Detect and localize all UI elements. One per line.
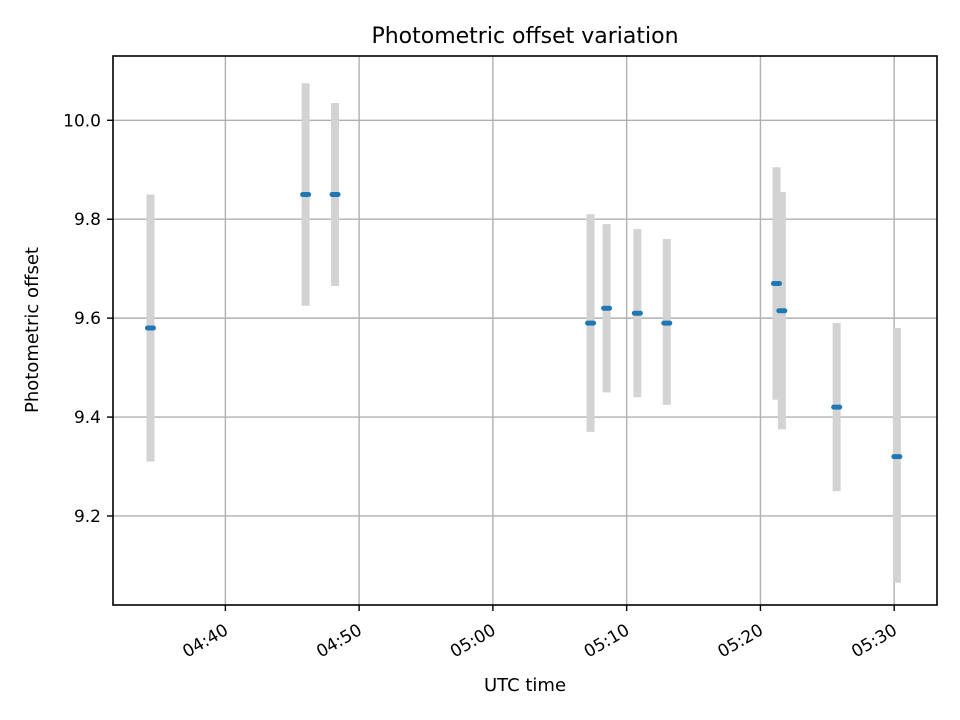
grid-lines	[113, 56, 937, 605]
x-tick-label: 05:30	[848, 620, 900, 662]
chart-title: Photometric offset variation	[371, 24, 678, 49]
x-tick-label: 04:50	[313, 620, 365, 662]
error-bars	[146, 83, 901, 583]
x-tick-label: 04:40	[179, 620, 231, 662]
x-axis-ticks: 04:40 04:50 05:00 05:10 05:20 05:30	[179, 605, 901, 662]
x-axis-label: UTC time	[484, 675, 566, 696]
y-tick-label: 10.0	[63, 111, 101, 131]
y-tick-label: 9.6	[74, 309, 101, 329]
x-tick-label: 05:20	[714, 620, 766, 662]
y-axis-ticks: 9.2 9.4 9.6 9.8 10.0	[63, 111, 113, 527]
y-tick-label: 9.2	[74, 507, 101, 527]
x-tick-label: 05:10	[581, 620, 633, 662]
y-axis-label: Photometric offset	[22, 247, 43, 413]
y-tick-label: 9.8	[74, 210, 101, 230]
y-tick-label: 9.4	[74, 408, 101, 428]
x-tick-label: 05:00	[447, 620, 499, 662]
plot-frame	[112, 55, 938, 606]
data-points	[144, 191, 903, 460]
